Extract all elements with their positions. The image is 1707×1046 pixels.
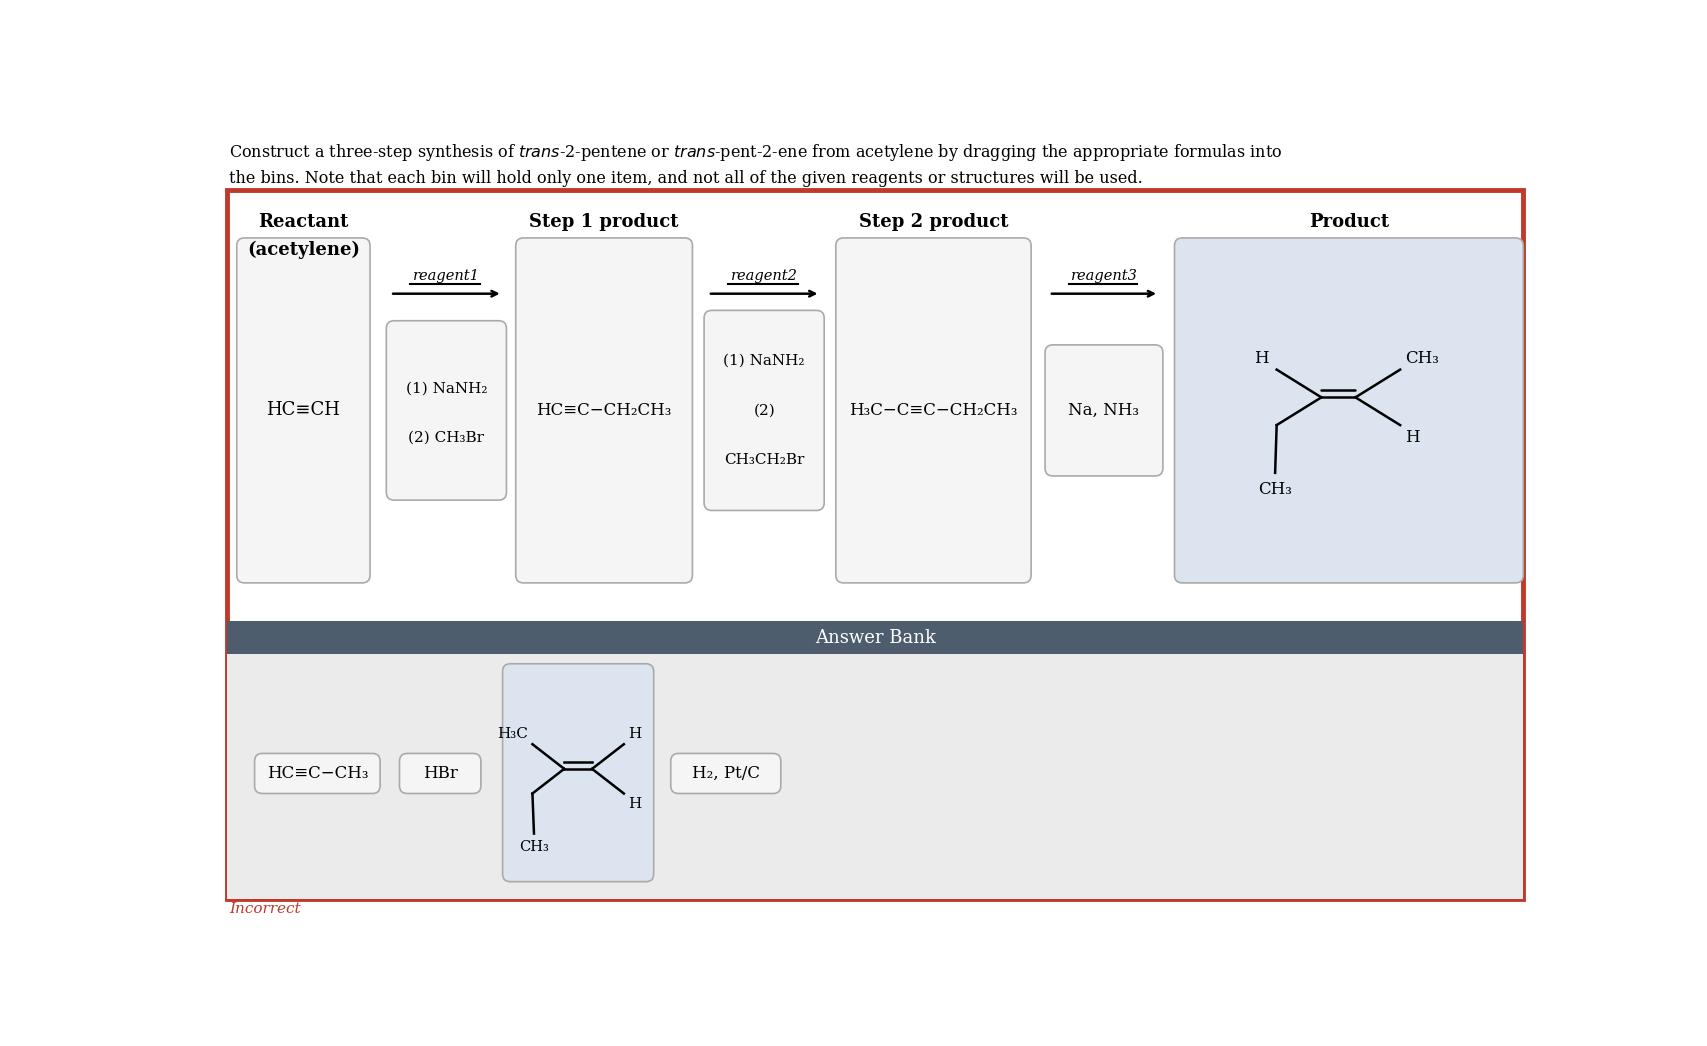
FancyBboxPatch shape — [502, 664, 654, 882]
Text: Step 2 product: Step 2 product — [859, 213, 1007, 231]
FancyBboxPatch shape — [516, 237, 691, 583]
Text: (acetylene): (acetylene) — [248, 241, 360, 258]
FancyBboxPatch shape — [399, 753, 481, 794]
Text: HC≡C−CH₃: HC≡C−CH₃ — [266, 765, 369, 782]
Text: Incorrect: Incorrect — [229, 902, 300, 915]
Text: CH₃: CH₃ — [1258, 480, 1290, 498]
Text: HBr: HBr — [423, 765, 457, 782]
Text: HC≡CH: HC≡CH — [266, 402, 340, 419]
Text: Step 1 product: Step 1 product — [529, 213, 678, 231]
FancyBboxPatch shape — [703, 311, 824, 510]
Text: the bins. Note that each bin will hold only one item, and not all of the given r: the bins. Note that each bin will hold o… — [229, 170, 1142, 187]
Text: reagent2: reagent2 — [731, 269, 797, 282]
Bar — [227, 621, 1523, 899]
FancyBboxPatch shape — [671, 753, 780, 794]
Text: HC≡C−CH₂CH₃: HC≡C−CH₂CH₃ — [536, 402, 671, 418]
Text: CH₃: CH₃ — [519, 840, 548, 854]
Text: H₃C: H₃C — [497, 727, 527, 742]
Text: Product: Product — [1308, 213, 1388, 231]
Text: reagent1: reagent1 — [413, 269, 480, 282]
FancyBboxPatch shape — [254, 753, 381, 794]
Text: Na, NH₃: Na, NH₃ — [1069, 402, 1139, 418]
Bar — [227, 190, 1523, 899]
Text: (1) NaNH₂: (1) NaNH₂ — [405, 382, 486, 395]
Text: H₃C−C≡C−CH₂CH₃: H₃C−C≡C−CH₂CH₃ — [848, 402, 1017, 418]
Bar — [227, 621, 1523, 654]
Text: H: H — [1403, 429, 1419, 446]
Text: Reactant: Reactant — [258, 213, 348, 231]
FancyBboxPatch shape — [1174, 237, 1523, 583]
Text: CH₃CH₂Br: CH₃CH₂Br — [724, 453, 804, 468]
Text: Answer Bank: Answer Bank — [814, 629, 935, 646]
FancyBboxPatch shape — [386, 321, 507, 500]
Text: reagent3: reagent3 — [1070, 269, 1137, 282]
FancyBboxPatch shape — [237, 237, 370, 583]
Text: (2): (2) — [753, 404, 775, 417]
Text: H: H — [628, 797, 640, 812]
Text: H₂, Pt/C: H₂, Pt/C — [691, 765, 760, 782]
Text: H: H — [1253, 349, 1268, 366]
Text: (1) NaNH₂: (1) NaNH₂ — [724, 354, 804, 367]
Text: CH₃: CH₃ — [1403, 350, 1437, 367]
FancyBboxPatch shape — [1045, 345, 1162, 476]
Text: H: H — [628, 727, 640, 742]
Text: (2) CH₃Br: (2) CH₃Br — [408, 430, 485, 445]
Text: Construct a three-step synthesis of $\mathit{trans}$-2-pentene or $\mathit{trans: Construct a three-step synthesis of $\ma… — [229, 141, 1282, 163]
FancyBboxPatch shape — [835, 237, 1031, 583]
